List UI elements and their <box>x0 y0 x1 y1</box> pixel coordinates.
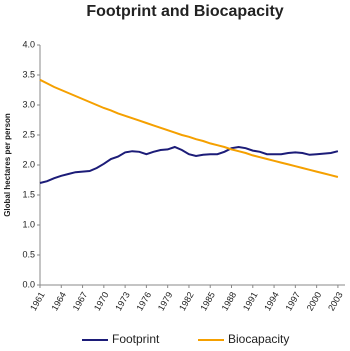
x-tick-label: 1982 <box>177 290 196 312</box>
x-tick-label: 1997 <box>283 290 302 312</box>
y-axis-label: Global hectares per person <box>3 113 12 217</box>
x-tick-label: 1973 <box>113 290 132 312</box>
x-tick-label: 1991 <box>241 290 260 312</box>
legend-label: Footprint <box>112 332 160 346</box>
y-tick-label: 3.0 <box>22 99 35 109</box>
y-tick-label: 1.5 <box>22 189 35 199</box>
y-tick-label: 0.0 <box>22 279 35 289</box>
x-tick-label: 1976 <box>135 290 154 312</box>
legend-label: Biocapacity <box>228 332 289 346</box>
x-tick-label: 1985 <box>198 290 217 312</box>
series-line <box>39 145 339 184</box>
x-tick-label: 2003 <box>326 290 345 312</box>
y-tick-label: 4.0 <box>22 39 35 49</box>
x-tick-label: 1979 <box>156 290 175 312</box>
y-tick-label: 3.5 <box>22 69 35 79</box>
x-tick-label: 1988 <box>220 290 239 312</box>
y-tick-label: 1.0 <box>22 219 35 229</box>
x-tick-label: 1970 <box>92 290 111 312</box>
x-tick-label: 1964 <box>49 290 68 312</box>
y-tick-label: 2.5 <box>22 129 35 139</box>
y-tick-label: 2.0 <box>22 159 35 169</box>
x-tick-label: 1994 <box>262 290 281 312</box>
x-tick-label: 1967 <box>71 290 90 312</box>
x-tick-label: 1961 <box>28 290 47 312</box>
series-line <box>39 78 339 178</box>
chart-title: Footprint and Biocapacity <box>86 3 283 20</box>
y-tick-label: 0.5 <box>22 249 35 259</box>
x-tick-label: 2000 <box>305 290 324 312</box>
